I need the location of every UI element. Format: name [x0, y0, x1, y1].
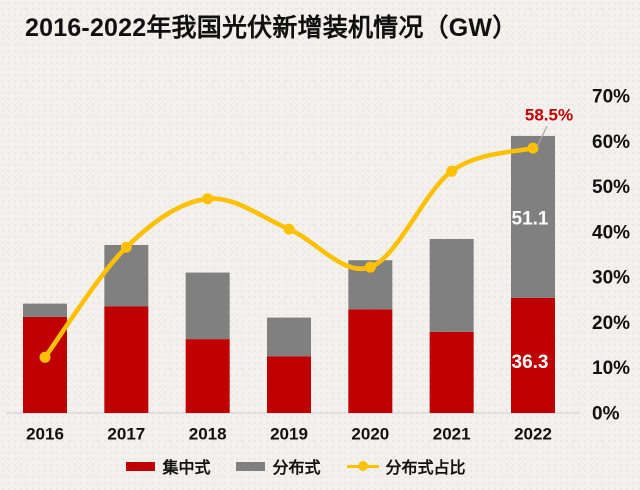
- bar-distributed-2022: [511, 135, 555, 298]
- ratio-point-2022: [527, 142, 539, 154]
- legend-label-distributed: 分布式: [272, 460, 321, 477]
- data-label-centralized-2022: 36.3: [512, 352, 549, 373]
- ratio-point-2016: [39, 351, 51, 363]
- data-label-ratio-2022: 58.5%: [525, 106, 573, 125]
- legend: 集中式 分布式 分布式占比: [0, 454, 592, 478]
- ratio-line-swatch-icon: [346, 460, 379, 472]
- bar-centralized-2017: [104, 306, 149, 413]
- bar-distributed-2018: [185, 272, 230, 340]
- legend-label-ratio: 分布式占比: [385, 460, 466, 477]
- bar-distributed-2019: [267, 317, 311, 357]
- x-axis-label-2016: 2016: [26, 425, 64, 444]
- right-axis-tick-0: 0%: [592, 404, 620, 425]
- x-axis-label-2022: 2022: [514, 425, 552, 444]
- right-axis-tick-30: 30%: [592, 268, 630, 289]
- bar-centralized-2018: [185, 339, 230, 413]
- legend-label-centralized: 集中式: [162, 460, 211, 477]
- bar-centralized-2022: [511, 297, 555, 413]
- x-axis-label-2020: 2020: [351, 425, 389, 444]
- bar-centralized-2021: [429, 331, 474, 413]
- right-axis-tick-10: 10%: [592, 358, 630, 379]
- ratio-point-2018: [202, 193, 214, 205]
- right-axis-tick-40: 40%: [592, 222, 630, 243]
- legend-item-centralized: 集中式: [126, 454, 210, 478]
- right-axis-tick-70: 70%: [592, 87, 630, 108]
- ratio-point-2019: [283, 223, 295, 235]
- ratio-label-leader-line: [536, 125, 548, 148]
- ratio-point-2020: [364, 261, 376, 273]
- bar-distributed-2016: [23, 303, 67, 317]
- data-label-distributed-2022: 51.1: [512, 208, 549, 229]
- x-axis-label-2018: 2018: [189, 425, 227, 444]
- ratio-point-2017: [120, 241, 132, 253]
- centralized-swatch-icon: [126, 461, 156, 471]
- chart-title: 2016-2022年我国光伏新增装机情况（GW）: [25, 14, 518, 42]
- x-axis-label-2021: 2021: [433, 425, 471, 444]
- x-axis-label-2019: 2019: [270, 425, 308, 444]
- bar-centralized-2020: [348, 309, 393, 413]
- bar-distributed-2017: [104, 244, 149, 307]
- chart-plot-area: 0% 10% 20% 30% 40% 50% 60% 70% 2016 2017 2018 2019 2…: [6, 87, 630, 444]
- legend-item-ratio: 分布式占比: [346, 454, 466, 478]
- right-axis-tick-60: 60%: [592, 132, 630, 153]
- right-axis-tick-20: 20%: [592, 313, 630, 334]
- distributed-swatch-icon: [236, 461, 266, 471]
- legend-item-distributed: 分布式: [236, 454, 321, 478]
- x-axis-label-2017: 2017: [107, 425, 145, 444]
- right-axis-tick-50: 50%: [592, 177, 630, 198]
- bar-centralized-2019: [267, 356, 311, 413]
- bar-distributed-2021: [429, 238, 474, 332]
- ratio-point-2021: [446, 165, 458, 177]
